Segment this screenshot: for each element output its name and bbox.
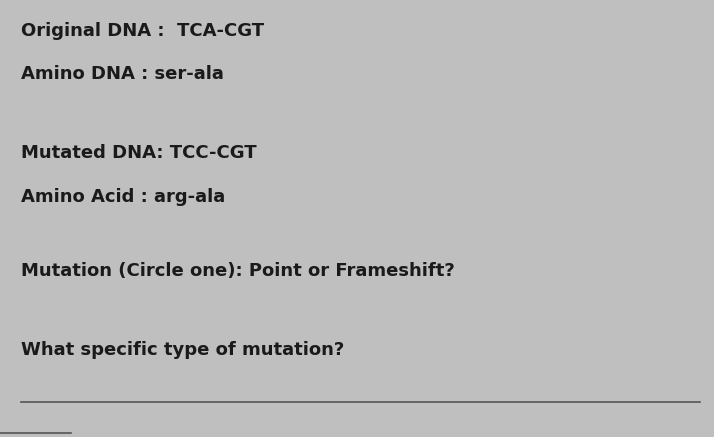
Text: Original DNA :  TCA-CGT: Original DNA : TCA-CGT — [21, 21, 265, 40]
Text: Amino DNA : ser-ala: Amino DNA : ser-ala — [21, 65, 224, 83]
Text: Mutation (Circle one): Point or Frameshift?: Mutation (Circle one): Point or Frameshi… — [21, 262, 455, 280]
Text: What specific type of mutation?: What specific type of mutation? — [21, 340, 345, 359]
Text: Amino Acid : arg-ala: Amino Acid : arg-ala — [21, 187, 226, 206]
Text: Mutated DNA: TCC-CGT: Mutated DNA: TCC-CGT — [21, 144, 257, 162]
